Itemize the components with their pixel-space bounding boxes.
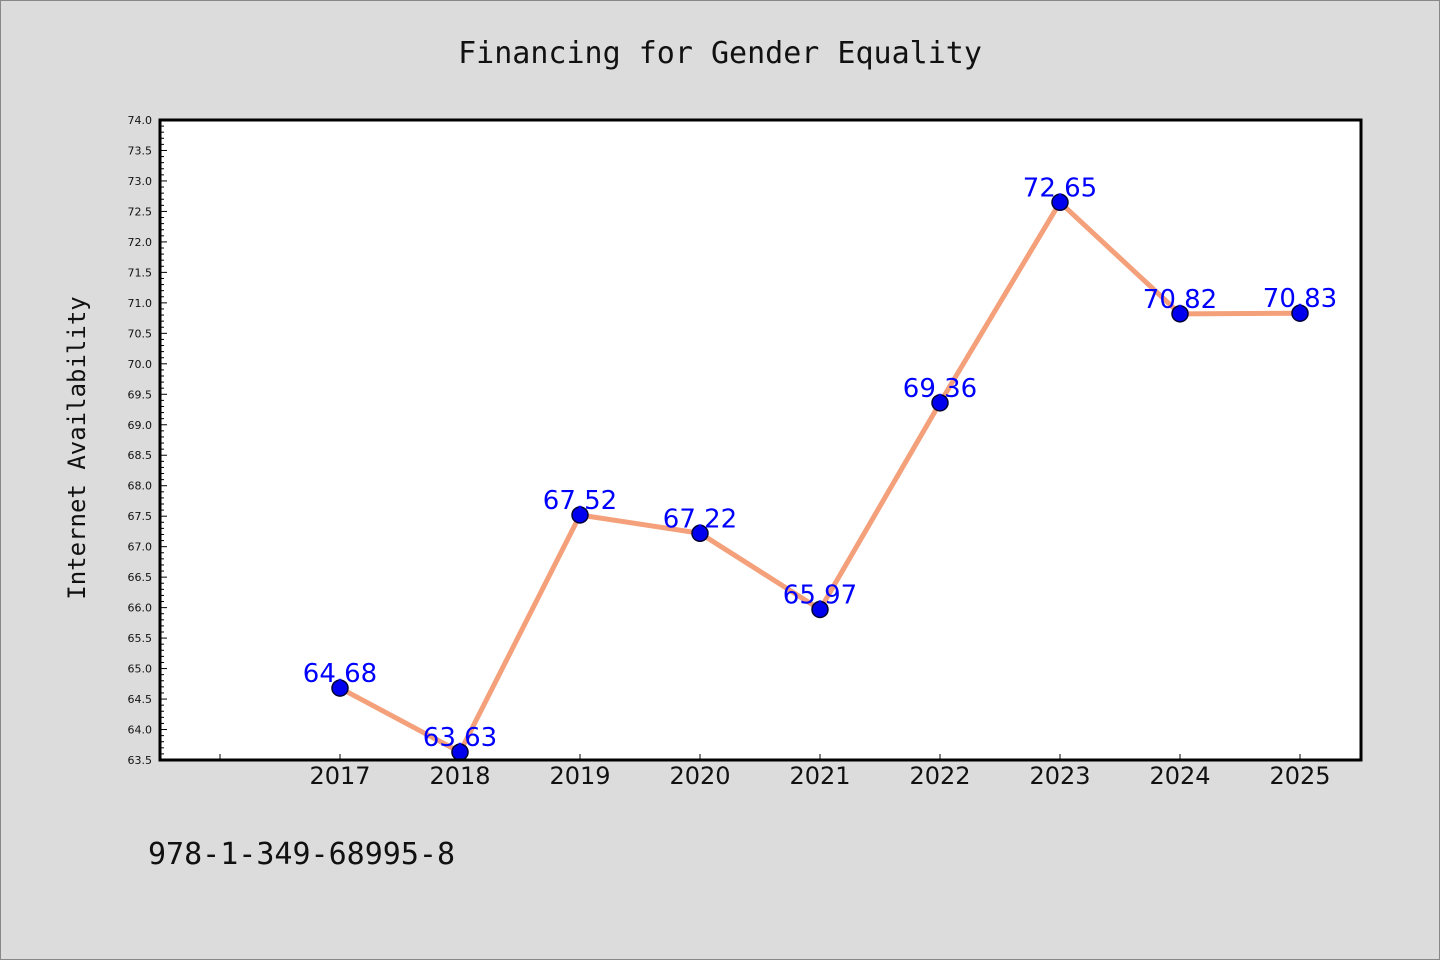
y-tick-label: 65.0 [128,663,153,676]
y-tick-label: 67.0 [128,541,153,554]
y-tick-label: 74.0 [128,114,153,127]
data-point [571,506,589,524]
y-tick-label: 72.0 [128,236,153,249]
y-tick-label: 71.5 [128,266,153,279]
y-tick-label: 68.5 [128,449,153,462]
y-tick-label: 73.0 [128,175,153,188]
x-tick-label: 2025 [1269,762,1330,790]
y-axis-label: Internet Availability [63,296,91,599]
y-tick-label: 69.0 [128,419,153,432]
data-label: 70.82 [1143,285,1217,315]
y-tick-label: 71.0 [128,297,153,310]
y-tick-label: 72.5 [128,205,153,218]
y-tick-label: 68.0 [128,480,153,493]
series-group: 64.68 63.63 67.52 67.22 65.97 69.36 72.65 70.82… [303,173,1337,761]
data-point [1171,305,1189,323]
x-tick-label: 2022 [909,762,970,790]
plot-area [160,120,1361,760]
x-tick-label: 2020 [669,762,730,790]
data-point [691,524,709,543]
y-tick-label: 64.5 [128,693,153,706]
x-tick-label: 2021 [789,762,850,790]
data-point [931,394,949,412]
y-tick-label: 66.0 [128,602,153,615]
x-tick-label: 2019 [549,762,610,790]
data-point [1291,304,1309,322]
isbn-text: 978-1-349-68995-8 [148,837,455,872]
data-point [331,679,349,697]
data-label: 67.52 [543,486,617,516]
y-axis: 63.5 64.0 64.5 65.0 65.5 66.0 66.5 67.0 67.5 68.0… [128,114,167,767]
y-tick-label: 70.5 [128,327,153,340]
data-label: 70.83 [1263,284,1337,314]
data-label: 72.65 [1023,173,1097,203]
y-tick-label: 69.5 [128,388,153,401]
data-point [811,600,829,619]
x-tick-label: 2023 [1029,762,1090,790]
data-label: 63.63 [423,723,497,753]
y-tick-label: 63.5 [128,754,153,767]
x-tick-label: 2018 [429,762,490,790]
plot-frame [158,118,1363,762]
y-tick-label: 70.0 [128,358,153,371]
chart-title: Financing for Gender Equality [458,36,982,71]
data-label: 69.36 [903,374,977,404]
x-tick-label: 2017 [309,762,370,790]
y-tick-label: 67.5 [128,510,153,523]
data-label: 65.97 [783,580,857,610]
data-label: 64.68 [303,659,377,689]
y-tick-label: 66.5 [128,571,153,584]
x-axis: 2017 2018 2019 2020 2021 2022 2023 2024 2025 [219,754,1331,790]
x-tick-label: 2024 [1149,762,1210,790]
y-tick-label: 64.0 [128,724,153,737]
data-point [1051,193,1069,212]
data-label: 67.22 [663,504,737,534]
y-tick-label: 73.5 [128,144,153,157]
y-tick-label: 65.5 [128,632,153,645]
